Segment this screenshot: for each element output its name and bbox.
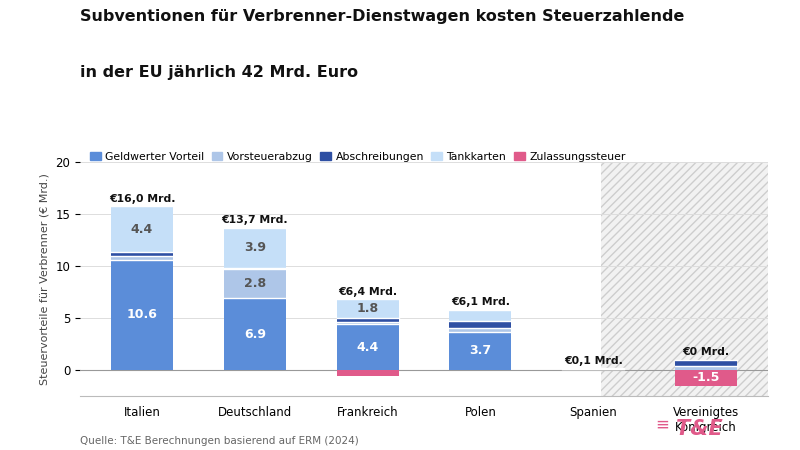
Bar <box>675 360 737 366</box>
Text: 3.9: 3.9 <box>244 241 266 254</box>
Text: €0,1 Mrd.: €0,1 Mrd. <box>564 356 622 366</box>
Text: in der EU jährlich 42 Mrd. Euro: in der EU jährlich 42 Mrd. Euro <box>80 65 358 80</box>
Y-axis label: Steuervorteile für Verbrenner (€ Mrd.): Steuervorteile für Verbrenner (€ Mrd.) <box>40 173 50 385</box>
Bar <box>337 318 398 322</box>
Bar <box>562 369 624 370</box>
Bar <box>450 321 511 328</box>
Bar <box>111 252 173 256</box>
Bar <box>450 332 511 370</box>
Bar <box>224 298 286 370</box>
Text: €16,0 Mrd.: €16,0 Mrd. <box>109 194 175 203</box>
Bar <box>450 328 511 332</box>
Text: T&E: T&E <box>676 419 722 439</box>
Legend: Geldwerter Vorteil, Vorsteuerabzug, Abschreibungen, Tankkarten, Zulassungssteuer: Geldwerter Vorteil, Vorsteuerabzug, Absc… <box>86 147 630 166</box>
Bar <box>224 268 286 269</box>
Text: ≡: ≡ <box>656 416 675 434</box>
Bar <box>224 228 286 268</box>
Bar <box>337 299 398 318</box>
Text: €6,1 Mrd.: €6,1 Mrd. <box>451 297 510 307</box>
Bar <box>675 370 737 386</box>
Bar <box>675 366 737 370</box>
Bar <box>337 324 398 370</box>
Bar <box>450 310 511 321</box>
Bar <box>111 256 173 260</box>
Text: -1.5: -1.5 <box>692 371 720 384</box>
Text: 3.7: 3.7 <box>470 344 491 357</box>
Bar <box>111 206 173 252</box>
Text: €13,7 Mrd.: €13,7 Mrd. <box>222 215 288 225</box>
Text: 4.4: 4.4 <box>131 223 153 236</box>
Text: Quelle: T&E Berechnungen basierend auf ERM (2024): Quelle: T&E Berechnungen basierend auf E… <box>80 436 358 446</box>
Bar <box>601 162 800 396</box>
Bar <box>337 370 398 376</box>
Bar <box>111 260 173 370</box>
Text: 10.6: 10.6 <box>126 308 158 321</box>
Text: 6.9: 6.9 <box>244 328 266 341</box>
Text: Subventionen für Verbrenner-Dienstwagen kosten Steuerzahlende: Subventionen für Verbrenner-Dienstwagen … <box>80 9 684 24</box>
Text: 1.8: 1.8 <box>357 302 378 315</box>
Text: 4.4: 4.4 <box>357 341 378 354</box>
Bar <box>224 269 286 298</box>
Text: €6,4 Mrd.: €6,4 Mrd. <box>338 287 397 297</box>
Bar <box>337 322 398 324</box>
Text: 2.8: 2.8 <box>244 277 266 290</box>
Text: €0 Mrd.: €0 Mrd. <box>682 347 730 357</box>
